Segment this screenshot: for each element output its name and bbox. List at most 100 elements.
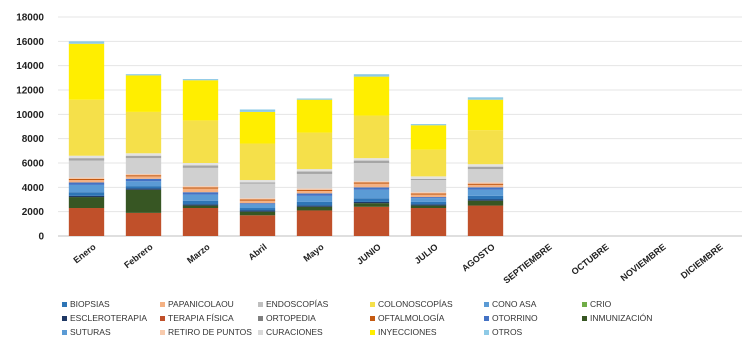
legend-item: ESCLEROTERAPIA — [62, 312, 158, 324]
bar-segment — [68, 41, 105, 44]
bar-segment — [467, 183, 504, 185]
bar-segment — [410, 208, 447, 236]
bar-segment — [467, 130, 504, 165]
bar-segment — [467, 169, 504, 183]
legend-swatch — [484, 301, 489, 307]
bar-segment — [467, 200, 504, 206]
y-tick-label: 16000 — [16, 37, 44, 48]
legend-swatch — [370, 315, 375, 321]
bar-segment — [125, 75, 162, 112]
legend: BIOPSIAS PAPANICOLAOU ENDOSCOPÍAS COLONOSCO… — [62, 298, 742, 338]
legend-item: CRIO — [582, 298, 680, 310]
bar-segment — [239, 208, 276, 211]
y-tick-label: 6000 — [22, 159, 45, 170]
bar-segment — [353, 201, 390, 204]
legend-label: ORTOPEDIA — [266, 313, 316, 323]
bar-segment — [68, 178, 105, 181]
y-tick-label: 2000 — [22, 207, 45, 218]
bar-segment — [68, 158, 105, 161]
x-tick-label: Abril — [246, 242, 268, 263]
y-tick-label: 18000 — [16, 13, 44, 24]
bar-segment — [410, 194, 447, 198]
bar-segment — [125, 173, 162, 176]
legend-swatch — [582, 301, 587, 307]
bar-segment — [68, 184, 105, 193]
bar-segment — [182, 200, 219, 205]
legend-label: COLONOSCOPÍAS — [378, 299, 453, 309]
legend-label: CURACIONES — [266, 327, 323, 337]
bar-segment — [353, 206, 390, 236]
bar-segment — [467, 189, 504, 196]
bar-segment — [467, 184, 504, 188]
legend-swatch — [370, 301, 375, 307]
legend-swatch — [258, 315, 263, 321]
bar-segment — [296, 206, 333, 211]
x-tick-label: Marzo — [185, 241, 212, 265]
bar-segment — [467, 166, 504, 170]
legend-label: RETIRO DE PUNTOS — [168, 327, 252, 337]
bar-segment — [353, 163, 390, 182]
bar-segment — [467, 205, 504, 236]
legend-label: CONO ASA — [492, 299, 537, 309]
bar-segment — [68, 195, 105, 198]
bar-segment — [410, 192, 447, 194]
bar-segment — [296, 193, 333, 196]
bar-segment — [296, 98, 333, 100]
bar-segment — [125, 176, 162, 179]
x-tick-label: DICIEMBRE — [679, 242, 725, 281]
bar-segment — [296, 171, 333, 174]
bar-segment — [410, 178, 447, 181]
bar-segment — [410, 125, 447, 150]
legend-item: INMUNIZACIÓN — [582, 312, 680, 324]
bar-segment — [353, 158, 390, 161]
bar-segment — [296, 195, 333, 202]
bar-segment — [296, 201, 333, 206]
bar-segment — [125, 178, 162, 182]
bar-segment — [125, 188, 162, 190]
legend-label: ESCLEROTERAPIA — [70, 313, 147, 323]
legend-item: CURACIONES — [258, 326, 368, 338]
legend-swatch — [484, 329, 489, 335]
bar-segment — [68, 155, 105, 159]
bar-segment — [68, 177, 105, 179]
x-axis: Enero Febrero Marzo Abril Mayo JUNIO JULIO AGOS… — [71, 241, 724, 285]
legend-label: SUTURAS — [70, 327, 111, 337]
legend-swatch — [160, 315, 165, 321]
bar-segment — [410, 198, 447, 202]
bar-segment — [182, 186, 219, 188]
legend-label: INYECCIONES — [378, 327, 437, 337]
legend-swatch — [62, 301, 67, 307]
bar-segment — [68, 99, 105, 156]
bar-segment — [353, 187, 390, 190]
bar-segment — [125, 186, 162, 189]
bar-segment — [182, 194, 219, 201]
bar-segment — [182, 80, 219, 121]
bar-segment — [467, 182, 504, 184]
legend-label: INMUNIZACIÓN — [590, 313, 653, 323]
bar-segment — [68, 160, 105, 178]
legend-item: ENDOSCOPÍAS — [258, 298, 368, 310]
bar-segment — [296, 189, 333, 191]
legend-swatch — [582, 315, 587, 321]
legend-swatch — [258, 301, 263, 307]
bar-segment — [182, 167, 219, 187]
legend-item: OTROS — [484, 326, 580, 338]
legend-label: TERAPIA FÍSICA — [168, 313, 234, 323]
bar-segment — [410, 197, 447, 199]
bar-segment — [353, 182, 390, 184]
bar-segment — [239, 198, 276, 200]
legend-item: ORTOPEDIA — [258, 312, 368, 324]
bar-segment — [239, 180, 276, 183]
legend-item: CONO ASA — [484, 298, 580, 310]
bar-segment — [125, 111, 162, 154]
bar-segment — [296, 173, 333, 189]
bar-segment — [239, 183, 276, 199]
legend-item: COLONOSCOPÍAS — [370, 298, 482, 310]
bar-segment — [182, 205, 219, 209]
legend-label: OTORRINO — [492, 313, 538, 323]
bar-segment — [410, 193, 447, 195]
bar-segment — [296, 169, 333, 172]
legend-item: OTORRINO — [484, 312, 580, 324]
bar-segment — [239, 143, 276, 181]
